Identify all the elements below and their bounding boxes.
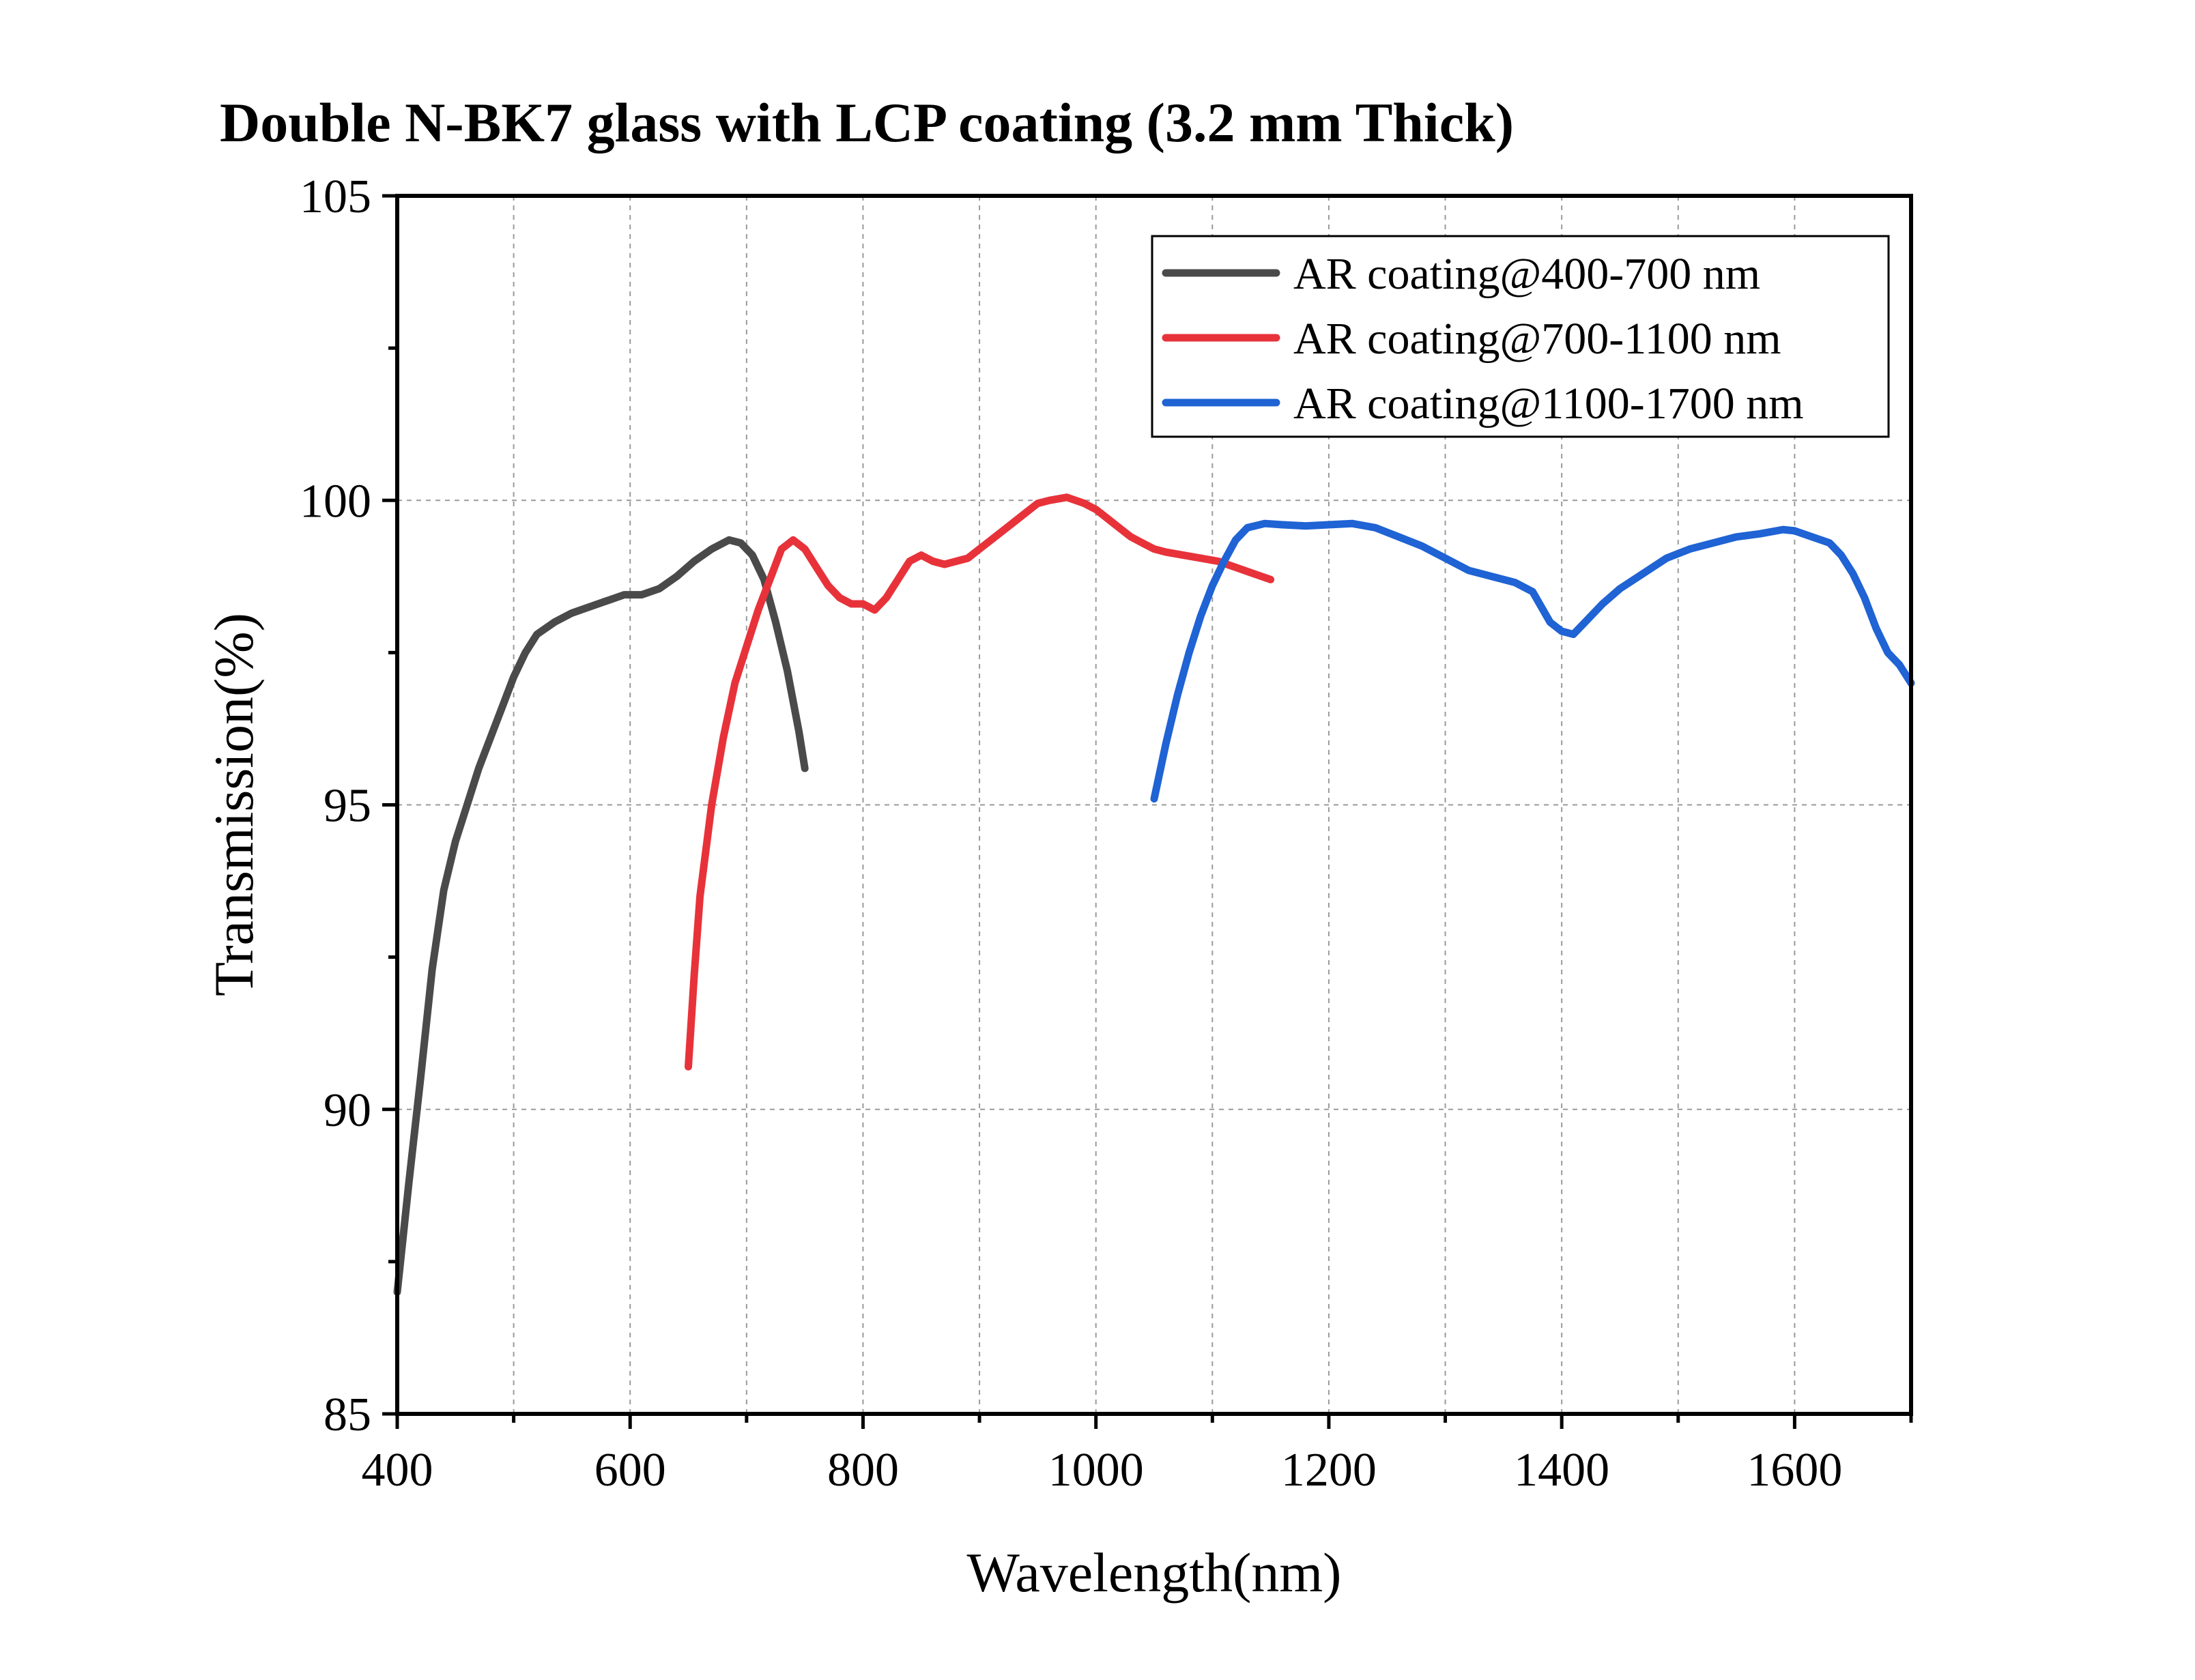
y-tick-labels: 85 90 95 100 105 <box>300 171 371 1441</box>
y-tick-label: 100 <box>300 475 371 527</box>
y-tick-label: 85 <box>324 1389 371 1441</box>
chart-title: Double N-BK7 glass with LCP coating (3.2… <box>220 91 1514 154</box>
x-tick-label: 600 <box>594 1444 666 1496</box>
x-axis-label: Wavelength(nm) <box>967 1541 1342 1604</box>
y-tick-label: 105 <box>300 171 371 223</box>
series-line-3 <box>1150 519 1915 803</box>
series-line-1 <box>393 536 809 1296</box>
legend-label-2: AR coating@700-1100 nm <box>1293 314 1781 364</box>
y-tick-label: 90 <box>324 1084 371 1137</box>
x-tick-label: 1600 <box>1747 1444 1842 1496</box>
x-tick-label: 800 <box>827 1444 899 1496</box>
legend-entries: AR coating@400-700 nm AR coating@700-1100… <box>1162 249 1804 429</box>
legend-label-3: AR coating@1100-1700 nm <box>1293 379 1804 429</box>
axis-ticks <box>382 194 1913 1429</box>
y-axis-label: Transmission(%) <box>203 613 265 996</box>
x-tick-label: 1200 <box>1281 1444 1377 1496</box>
x-tick-labels: 400 600 800 1000 1200 1400 1600 <box>362 1444 1843 1496</box>
y-tick-label: 95 <box>324 780 371 832</box>
series-lines <box>393 493 1915 1296</box>
legend: AR coating@400-700 nm AR coating@700-1100… <box>1151 235 1890 438</box>
x-tick-label: 1400 <box>1514 1444 1609 1496</box>
x-tick-label: 1000 <box>1048 1444 1144 1496</box>
series-line-2 <box>685 493 1275 1071</box>
legend-label-1: AR coating@400-700 nm <box>1293 249 1760 299</box>
x-tick-label: 400 <box>362 1444 433 1496</box>
